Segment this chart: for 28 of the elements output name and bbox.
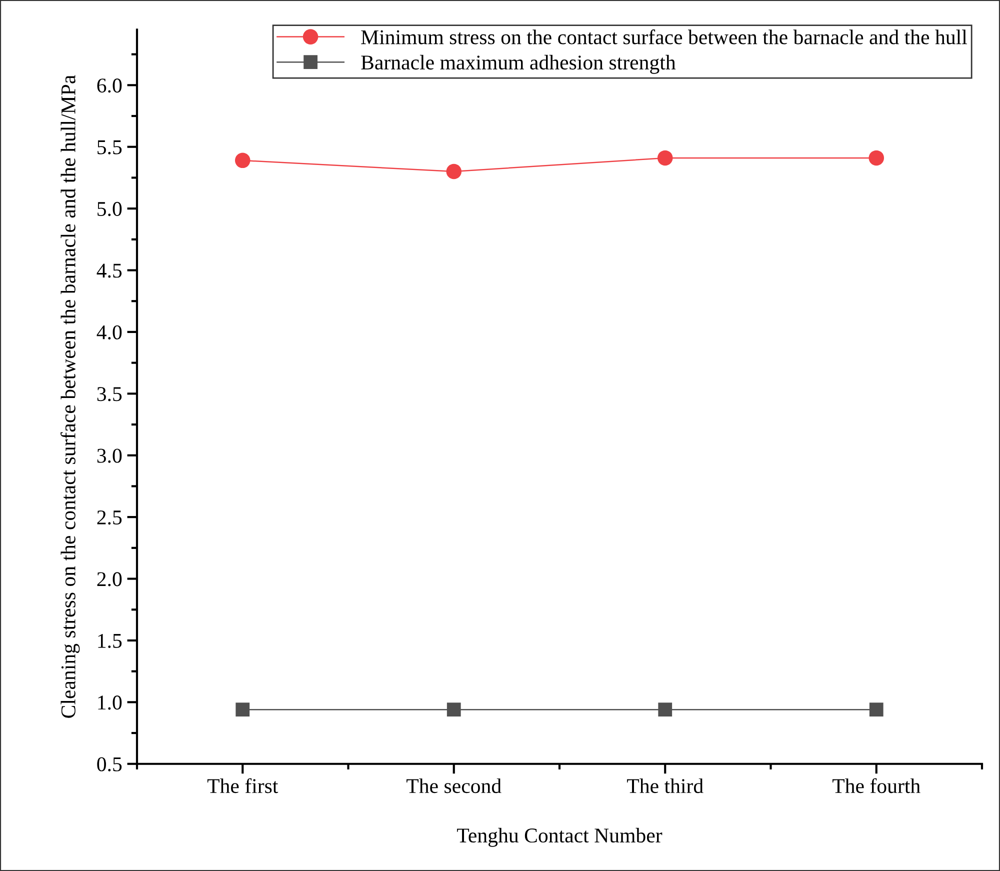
point (868, 150, 884, 166)
y-tick-label: 3.5 (97, 387, 122, 402)
y-tick-label: 6.0 (97, 78, 122, 93)
y-tick-label: 2.0 (97, 572, 122, 586)
x-tick-label: The first (207, 778, 278, 794)
y-tick-label: 2.5 (97, 510, 122, 525)
y-tick-label: 0.5 (97, 757, 122, 772)
y-axis-title: Cleaning stress on the contact surface between the barnacle and the hull/MPa (60, 75, 80, 718)
y-tick-label: 4.5 (96, 264, 122, 278)
point (236, 702, 250, 717)
x-axis-title: Tenghu Contact Number (457, 828, 662, 847)
point (657, 150, 673, 166)
point (446, 164, 462, 180)
y-tick-label: 5.5 (98, 140, 122, 154)
y-tick-label: 4.0 (96, 325, 122, 340)
point (869, 702, 884, 717)
x-tick-label: The second (406, 778, 502, 794)
x-tick-label: The third (627, 778, 704, 794)
y-tick-label: 3.0 (97, 448, 122, 463)
point (446, 702, 461, 717)
legend-label: Barnacle maximum adhesion strength (361, 54, 676, 74)
legend-label: Minimum stress on the contact surface between the barnacle and the hull (361, 29, 967, 44)
y-tick-label: 5.0 (98, 202, 122, 216)
y-tick-label: 1.5 (98, 634, 122, 648)
point (234, 152, 250, 168)
x-tick-label: The fourth (832, 778, 920, 794)
point (658, 702, 672, 717)
y-tick-label: 1.0 (98, 696, 122, 710)
